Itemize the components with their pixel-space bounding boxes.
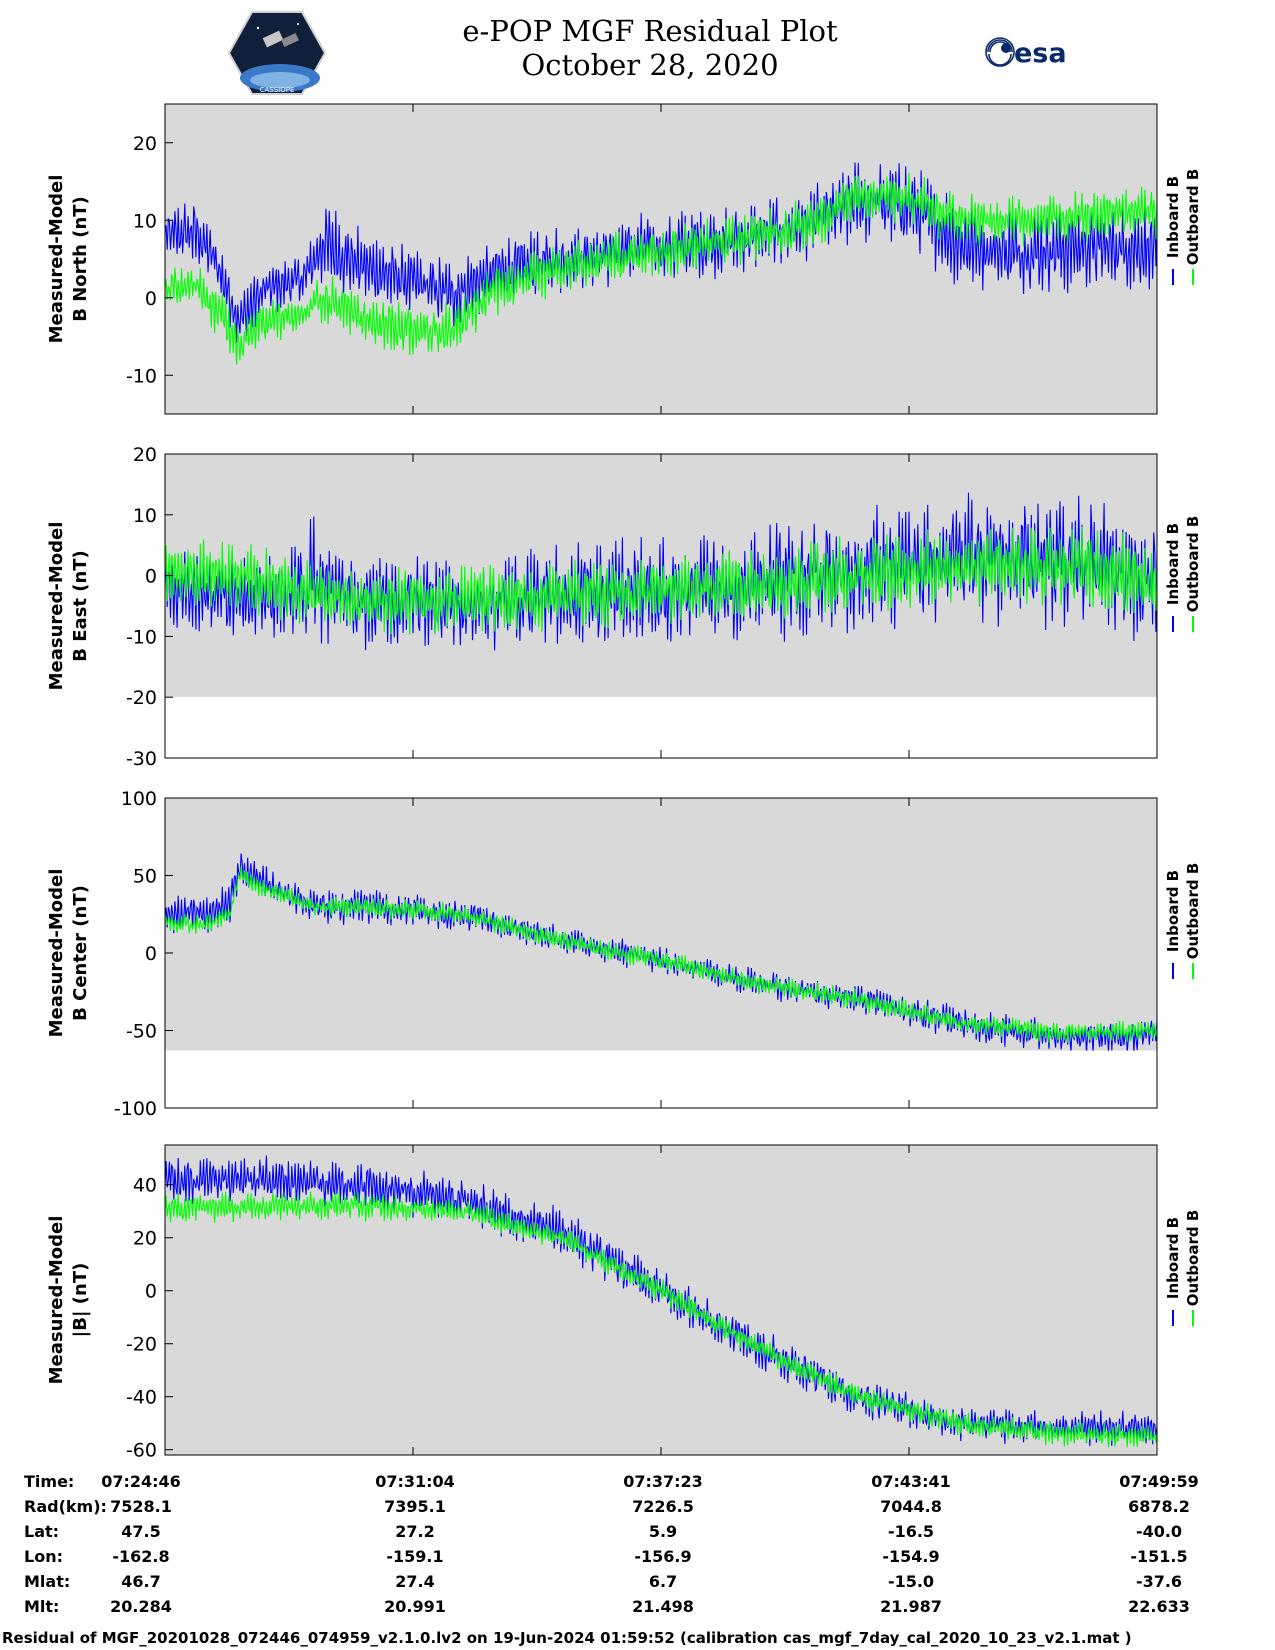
annotation-cell: 47.5 (121, 1522, 160, 1541)
y-tick-label: 0 (145, 566, 157, 588)
cassiope-logo: CASSIOPE (228, 11, 326, 95)
legend-entry-inboard-b: Inboard B (1164, 870, 1182, 952)
plot-empty-region (165, 1050, 1157, 1108)
annotation-cell: 20.284 (110, 1597, 172, 1616)
annotation-cell: 7044.8 (880, 1497, 942, 1516)
y-axis-label: Measured-Model (46, 869, 67, 1038)
y-tick-label: 0 (145, 1281, 157, 1303)
plot-background (165, 1145, 1157, 1455)
orbit-annotation-table: Time: Rad(km): Lat: Lon: Mlat: Mlt: 07:24:46 75… (24, 1472, 1199, 1616)
annotation-row-label: Mlt: (24, 1597, 59, 1616)
annotation-row-label: Mlat: (24, 1572, 70, 1591)
annotation-cell: 5.9 (649, 1522, 677, 1541)
y-tick-label: -20 (126, 687, 157, 709)
title-block: e-POP MGF Residual Plot October 28, 2020 (380, 14, 920, 82)
cassiope-logo-text: CASSIOPE (260, 86, 295, 94)
annotation-cell: 07:49:59 (1119, 1472, 1199, 1491)
annotation-cell: 6878.2 (1128, 1497, 1190, 1516)
annotation-cell: 7395.1 (384, 1497, 446, 1516)
annotation-cell: -151.5 (1130, 1547, 1187, 1566)
y-tick-label: -40 (126, 1387, 157, 1409)
y-axis-label: B Center (nT) (70, 885, 91, 1021)
annotation-cell: 46.7 (121, 1572, 160, 1591)
y-tick-label: -60 (126, 1440, 157, 1462)
annotation-row-label: Rad(km): (24, 1497, 107, 1516)
annotation-cell: -162.8 (112, 1547, 169, 1566)
legend-entry-outboard-b: Outboard B (1184, 863, 1202, 960)
annotation-cell: 07:43:41 (871, 1472, 951, 1491)
annotation-row-label: Lon: (24, 1547, 63, 1566)
y-tick-label: 50 (133, 866, 157, 888)
y-axis-label: B North (nT) (70, 196, 91, 322)
legend-entry-inboard-b: Inboard B (1164, 523, 1182, 605)
annotation-cell: -15.0 (888, 1572, 934, 1591)
chart-panel-4: 40 20 0 -20 -40 -60 Measured-Model |B| (nT) Inbo… (46, 1144, 1202, 1462)
annotation-cell: 27.4 (395, 1572, 434, 1591)
annotation-row-label: Lat: (24, 1522, 59, 1541)
annotation-cell: 7226.5 (632, 1497, 694, 1516)
annotation-cell: -159.1 (386, 1547, 443, 1566)
annotation-cell: 07:31:04 (375, 1472, 455, 1491)
annotation-cell: 20.991 (384, 1597, 446, 1616)
annotation-cell: -16.5 (888, 1522, 934, 1541)
plot-background (165, 798, 1157, 1051)
legend-entry-outboard-b: Outboard B (1184, 169, 1202, 266)
y-tick-label: 20 (133, 1228, 157, 1250)
series-line-inboard-b (165, 162, 1157, 343)
y-tick-label: 10 (133, 210, 157, 232)
y-tick-label: 20 (133, 444, 157, 466)
y-tick-label: -10 (126, 365, 157, 387)
annotation-cell: 6.7 (649, 1572, 677, 1591)
annotation-cell: 27.2 (395, 1522, 434, 1541)
annotation-cell: 07:24:46 (101, 1472, 181, 1491)
annotation-cell: 21.987 (880, 1597, 942, 1616)
y-tick-label: 20 (133, 133, 157, 155)
annotation-cell: 22.633 (1128, 1597, 1190, 1616)
y-tick-label: 100 (121, 788, 157, 810)
y-axis-label: Measured-Model (46, 522, 67, 691)
y-axis-label: Measured-Model (46, 1216, 67, 1385)
y-axis-label: Measured-Model (46, 175, 67, 344)
y-tick-label: -20 (126, 1334, 157, 1356)
chart-panel-2: 20 10 0 -10 -20 -30 Measured-Model B East (nT) I… (46, 444, 1202, 770)
y-tick-label: -10 (126, 626, 157, 648)
annotation-cell: 7528.1 (110, 1497, 172, 1516)
annotation-cell: -40.0 (1136, 1522, 1182, 1541)
y-tick-label: 0 (145, 288, 157, 310)
annotation-cell: 21.498 (632, 1597, 694, 1616)
series-line-outboard-b (165, 526, 1157, 635)
legend-entry-inboard-b: Inboard B (1164, 176, 1182, 258)
plot-empty-region (165, 697, 1157, 758)
y-tick-label: 10 (133, 505, 157, 527)
annotation-cell: -154.9 (882, 1547, 939, 1566)
y-tick-label: 0 (145, 943, 157, 965)
annotation-cell: -156.9 (634, 1547, 691, 1566)
y-tick-label: -100 (114, 1098, 157, 1120)
y-tick-label: -30 (126, 748, 157, 770)
esa-logo-text: esa (1014, 38, 1067, 69)
annotation-cell: -37.6 (1136, 1572, 1182, 1591)
esa-logo: esa (985, 37, 1067, 69)
series-line-outboard-b (165, 172, 1157, 365)
y-axis-label: B East (nT) (70, 550, 91, 662)
chart-panel-1: 20 10 0 -10 Measured-Model B North (nT) Inboar… (46, 103, 1202, 415)
y-tick-label: -50 (126, 1021, 157, 1043)
y-axis-label: |B| (nT) (70, 1263, 91, 1338)
y-tick-label: 40 (133, 1175, 157, 1197)
plot-title: e-POP MGF Residual Plot (462, 14, 838, 48)
series-line-outboard-b (165, 866, 1157, 1043)
legend-entry-outboard-b: Outboard B (1184, 516, 1202, 613)
legend-entry-inboard-b: Inboard B (1164, 1217, 1182, 1299)
plot-date: October 28, 2020 (521, 48, 779, 82)
chart-panel-3: 100 50 0 -50 -100 Measured-Model B Center (nT)… (46, 788, 1202, 1120)
series-line-outboard-b (165, 1191, 1157, 1448)
annotation-cell: 07:37:23 (623, 1472, 703, 1491)
annotation-row-label: Time: (24, 1472, 74, 1491)
footer-text: Residual of MGF_20201028_072446_074959_v… (2, 1629, 1132, 1647)
legend-entry-outboard-b: Outboard B (1184, 1210, 1202, 1307)
